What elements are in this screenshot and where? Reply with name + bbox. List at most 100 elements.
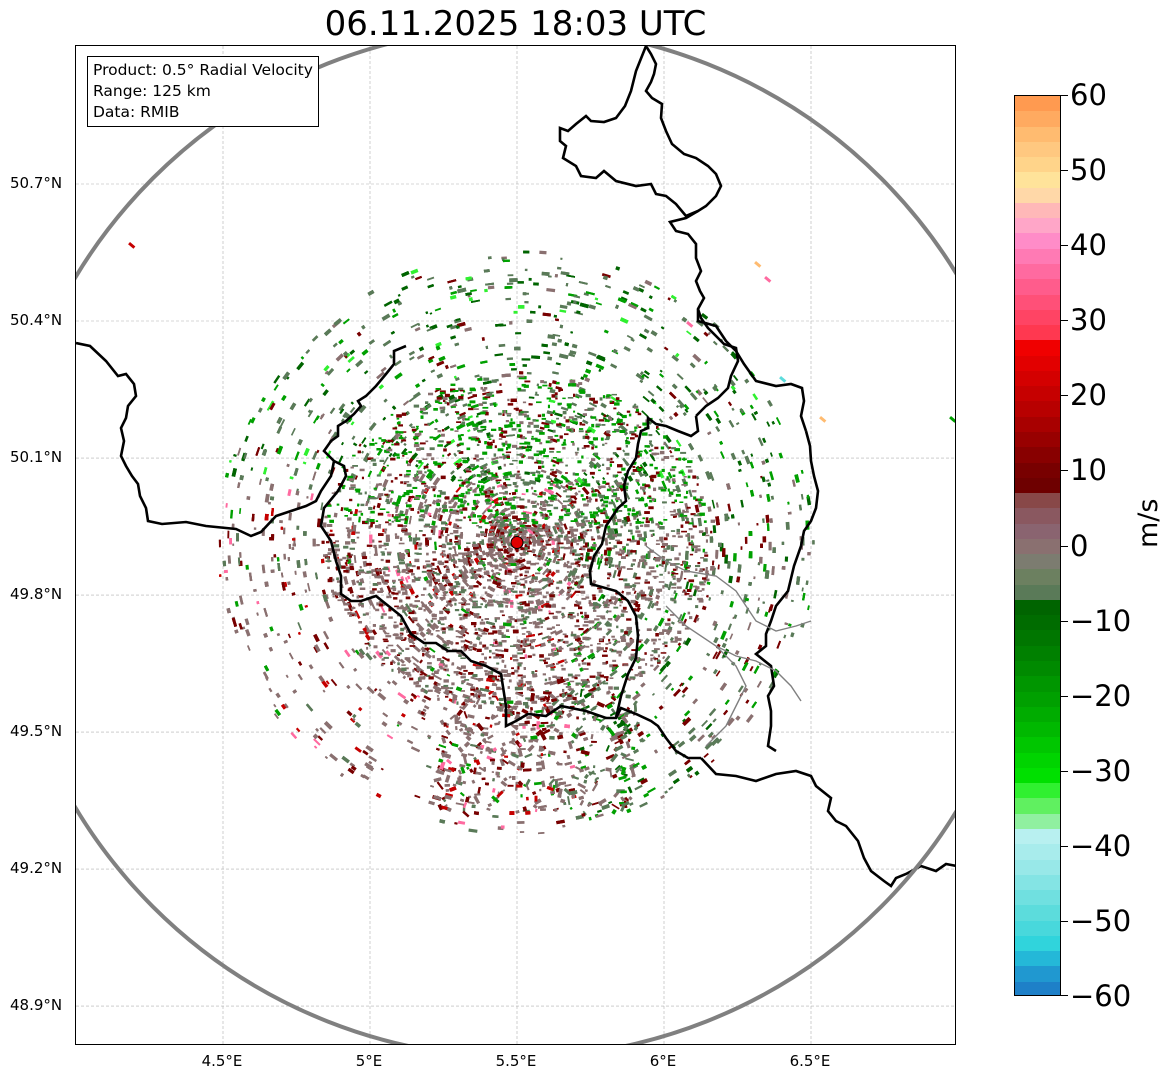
velocity-echo — [692, 335, 700, 343]
velocity-echo — [480, 744, 485, 749]
velocity-echo — [411, 452, 419, 460]
velocity-echo — [702, 666, 708, 671]
velocity-echo — [599, 679, 606, 686]
velocity-echo — [320, 383, 325, 388]
velocity-echo — [707, 431, 712, 436]
velocity-echo — [575, 747, 581, 752]
velocity-echo — [784, 622, 789, 626]
velocity-echo — [612, 569, 617, 579]
velocity-echo — [762, 563, 767, 572]
velocity-echo — [458, 671, 463, 676]
velocity-echo — [526, 527, 535, 536]
velocity-echo — [664, 790, 669, 794]
velocity-echo — [728, 575, 734, 584]
velocity-echo — [711, 499, 716, 509]
velocity-echo — [280, 526, 284, 530]
velocity-echo — [621, 753, 631, 760]
velocity-echo — [269, 537, 273, 541]
velocity-echo — [458, 775, 462, 782]
velocity-echo — [399, 658, 405, 664]
velocity-echo — [514, 346, 521, 351]
velocity-echo — [751, 412, 757, 421]
velocity-echo — [271, 557, 274, 562]
velocity-echo — [343, 576, 349, 585]
velocity-echo — [356, 331, 362, 337]
velocity-echo — [575, 727, 580, 732]
velocity-echo — [588, 816, 592, 821]
velocity-echo — [670, 621, 675, 625]
velocity-echo — [467, 714, 475, 719]
velocity-echo — [639, 737, 645, 743]
velocity-echo — [744, 378, 750, 384]
velocity-echo — [368, 760, 373, 765]
velocity-echo — [482, 380, 492, 385]
velocity-echo — [338, 339, 344, 345]
velocity-echo — [226, 607, 231, 614]
velocity-echo — [512, 585, 516, 588]
velocity-echo — [639, 801, 648, 808]
velocity-echo — [664, 609, 669, 614]
velocity-echo — [304, 589, 308, 593]
velocity-echo — [389, 354, 393, 359]
velocity-echo — [372, 654, 377, 659]
velocity-echo — [735, 422, 740, 426]
velocity-echo — [614, 744, 624, 752]
velocity-echo — [558, 353, 569, 360]
velocity-echo — [708, 597, 711, 601]
radar-map[interactable] — [75, 45, 956, 1045]
velocity-echo — [291, 592, 296, 596]
velocity-echo — [729, 633, 734, 640]
velocity-echo — [613, 545, 618, 548]
velocity-echo — [457, 285, 462, 289]
velocity-echo — [435, 747, 440, 751]
velocity-echo — [524, 471, 530, 475]
velocity-echo — [273, 554, 277, 558]
velocity-echo — [756, 523, 759, 526]
velocity-echo — [570, 331, 573, 334]
velocity-echo — [571, 402, 577, 407]
velocity-echo — [632, 286, 640, 292]
velocity-echo — [635, 606, 641, 613]
velocity-echo — [442, 752, 452, 759]
velocity-echo — [653, 749, 658, 754]
velocity-echo — [716, 738, 723, 744]
velocity-echo — [584, 789, 588, 793]
velocity-echo — [288, 544, 291, 549]
velocity-echo — [800, 469, 804, 474]
velocity-echo — [715, 549, 719, 558]
velocity-echo — [691, 517, 695, 527]
velocity-echo — [414, 594, 419, 599]
velocity-echo — [314, 572, 319, 580]
velocity-echo — [536, 554, 543, 561]
velocity-echo — [522, 768, 532, 772]
velocity-echo — [297, 631, 301, 635]
velocity-echo — [312, 450, 318, 460]
velocity-echo — [496, 775, 501, 778]
velocity-echo — [405, 501, 408, 505]
velocity-echo — [449, 324, 459, 330]
velocity-echo — [781, 565, 786, 570]
velocity-echo — [712, 525, 717, 534]
velocity-echo — [541, 421, 550, 426]
velocity-echo — [757, 597, 761, 601]
velocity-echo — [528, 739, 533, 743]
velocity-echo — [554, 777, 563, 782]
velocity-echo — [287, 489, 292, 497]
velocity-echo — [639, 333, 647, 340]
velocity-echo — [547, 753, 551, 757]
velocity-echo — [717, 564, 720, 570]
velocity-echo — [507, 497, 514, 502]
velocity-echo — [421, 716, 426, 721]
velocity-echo — [442, 706, 448, 711]
velocity-echo — [540, 469, 547, 474]
velocity-echo — [273, 713, 280, 720]
velocity-echo — [745, 482, 749, 488]
velocity-echo — [237, 557, 241, 566]
velocity-echo — [472, 426, 479, 432]
velocity-echo — [273, 375, 281, 384]
velocity-echo — [286, 463, 290, 468]
velocity-echo — [514, 711, 521, 721]
velocity-echo — [525, 796, 529, 801]
velocity-echo — [290, 427, 296, 436]
velocity-echo — [511, 752, 520, 759]
